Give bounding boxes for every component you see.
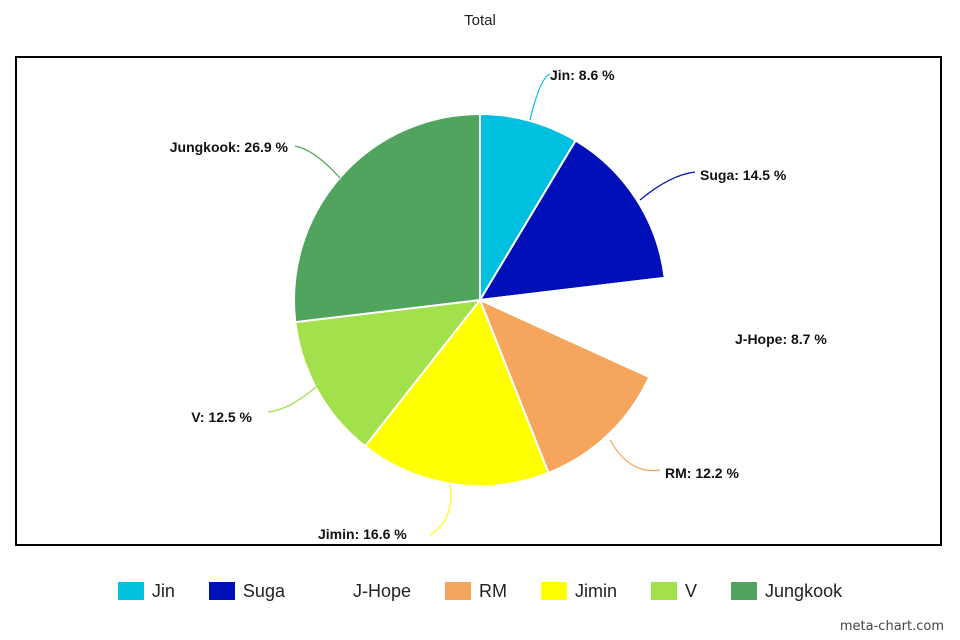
data-label-rm: RM: 12.2 %	[665, 465, 739, 481]
legend-label-jimin: Jimin	[575, 580, 618, 601]
legend-item-suga[interactable]: Suga	[208, 580, 285, 602]
legend-swatch-jimin	[541, 582, 567, 600]
leader-line-jimin	[429, 484, 452, 536]
legend-label-jin: Jin	[151, 580, 175, 601]
legend-item-v[interactable]: V	[651, 581, 697, 602]
legend-swatch-jungkook	[731, 582, 758, 600]
data-label-jimin: Jimin: 16.6 %	[318, 526, 407, 542]
legend-item-jin[interactable]: Jin	[117, 580, 175, 602]
pie-slice-jhope[interactable]	[476, 276, 667, 379]
legend-swatch-v	[651, 582, 678, 600]
legend-swatch-rm	[445, 582, 471, 600]
legend: Jin Suga J-Hope RM Jimin V Jungkook	[0, 576, 960, 606]
pie-slice-jungkook[interactable]	[293, 112, 481, 324]
leader-line-jin	[529, 73, 551, 121]
legend-label-v: V	[685, 580, 698, 601]
legend-item-jhope[interactable]: J-Hope	[318, 580, 411, 602]
legend-swatch-suga	[208, 582, 235, 600]
legend-label-jhope: J-Hope	[352, 580, 411, 601]
data-label-jin: Jin: 8.6 %	[550, 67, 615, 83]
legend-item-jimin[interactable]: Jimin	[541, 581, 617, 602]
pie-slice-jin[interactable]	[479, 112, 578, 304]
data-label-jungkook: Jungkook: 26.9 %	[170, 139, 289, 155]
legend-label-suga: Suga	[242, 580, 285, 601]
leader-line-v	[267, 384, 319, 413]
chart-title: Total	[464, 12, 496, 29]
pie-slice-rm[interactable]	[478, 298, 651, 475]
data-label-v: V: 12.5 %	[191, 409, 252, 425]
pie-slice-v[interactable]	[294, 298, 483, 448]
legend-swatch-jhope	[318, 582, 345, 600]
legend-swatch-jin	[117, 582, 144, 600]
legend-label-jungkook: Jungkook	[765, 580, 843, 601]
watermark: meta-chart.com	[839, 619, 944, 634]
plot-area	[15, 56, 942, 546]
legend-label-rm: RM	[479, 580, 507, 601]
data-label-jhope: J-Hope: 8.7 %	[735, 331, 827, 347]
legend-item-jungkook[interactable]: Jungkook	[731, 581, 842, 602]
pie-slice-jimin[interactable]	[363, 298, 550, 487]
data-label-suga: Suga: 14.5 %	[700, 167, 787, 183]
legend-item-rm[interactable]: RM	[445, 581, 507, 602]
pie-slice-suga[interactable]	[478, 139, 666, 302]
leader-line-rm	[609, 439, 661, 472]
leader-line-jungkook	[294, 145, 341, 179]
leader-line-suga	[639, 171, 696, 201]
